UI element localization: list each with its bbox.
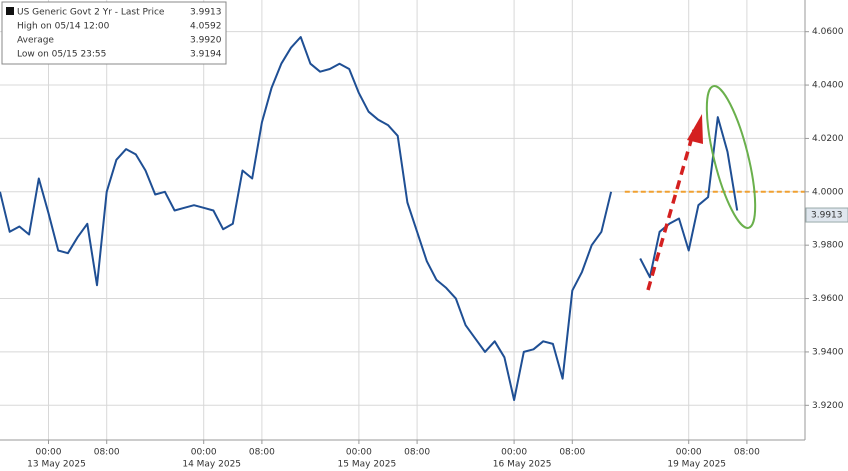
legend: US Generic Govt 2 Yr - Last Price 3.9913… [1, 1, 227, 65]
legend-box [1, 1, 227, 65]
y-tick-label: 3.9200 [812, 401, 844, 411]
x-tick-label: 08:00 [559, 448, 585, 458]
y-tick-label: 3.9600 [812, 294, 844, 304]
plot [0, 36, 805, 401]
y-tick-label: 4.0000 [812, 187, 844, 197]
legend-swatch [6, 7, 14, 15]
y-tick-label: 4.0600 [812, 27, 844, 37]
trend-arrow [646, 129, 696, 291]
grid [0, 0, 805, 440]
y-tick-label: 3.9400 [812, 347, 844, 357]
arrow-head [687, 114, 703, 144]
legend-series: US Generic Govt 2 Yr - Last Price [17, 8, 165, 18]
y-tick-label: 3.9800 [812, 241, 844, 251]
x-tick-label: 00:00 [346, 448, 372, 458]
x-tick-label: 00:00 [501, 448, 527, 458]
x-tick-label: 08:00 [734, 448, 760, 458]
x-tick-label: 00:00 [36, 448, 62, 458]
date-label: 16 May 2025 [493, 460, 552, 470]
date-label: 19 May 2025 [667, 460, 726, 470]
legend-stat-label: Low on 05/15 23:55 [17, 50, 106, 60]
x-tick-label: 08:00 [404, 448, 430, 458]
legend-stat-value: 3.9920 [190, 36, 222, 46]
date-label: 14 May 2025 [182, 460, 241, 470]
x-tick-label: 08:00 [249, 448, 275, 458]
legend-stat-value: 4.0592 [190, 22, 222, 32]
last-price-tag [805, 207, 848, 223]
price-line [0, 36, 739, 401]
last-price-label: 3.9913 [811, 211, 843, 221]
date-label: 13 May 2025 [27, 460, 86, 470]
y-tick-label: 4.0200 [812, 134, 844, 144]
y-tick-label: 4.0400 [812, 81, 844, 91]
date-label: 15 May 2025 [338, 460, 397, 470]
legend-stat-label: Average [17, 36, 54, 46]
x-tick-label: 00:00 [676, 448, 702, 458]
x-tick-label: 00:00 [191, 448, 217, 458]
legend-last: 3.9913 [190, 8, 222, 18]
legend-stat-label: High on 05/14 12:00 [17, 22, 110, 32]
legend-stat-value: 3.9194 [190, 50, 222, 60]
x-tick-label: 08:00 [94, 448, 120, 458]
highlight-ellipse [705, 85, 757, 229]
